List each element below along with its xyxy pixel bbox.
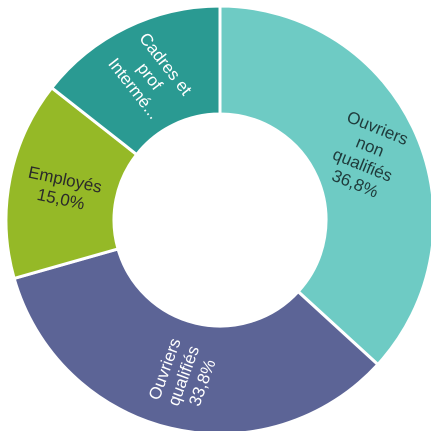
slice-employes	[4, 86, 139, 280]
donut-hole	[115, 115, 325, 325]
slice-cadres-prof-interm	[50, 4, 222, 157]
slice-ouvriers-qualifies	[12, 247, 380, 436]
slice-ouvriers-non-qualifies	[218, 4, 431, 367]
